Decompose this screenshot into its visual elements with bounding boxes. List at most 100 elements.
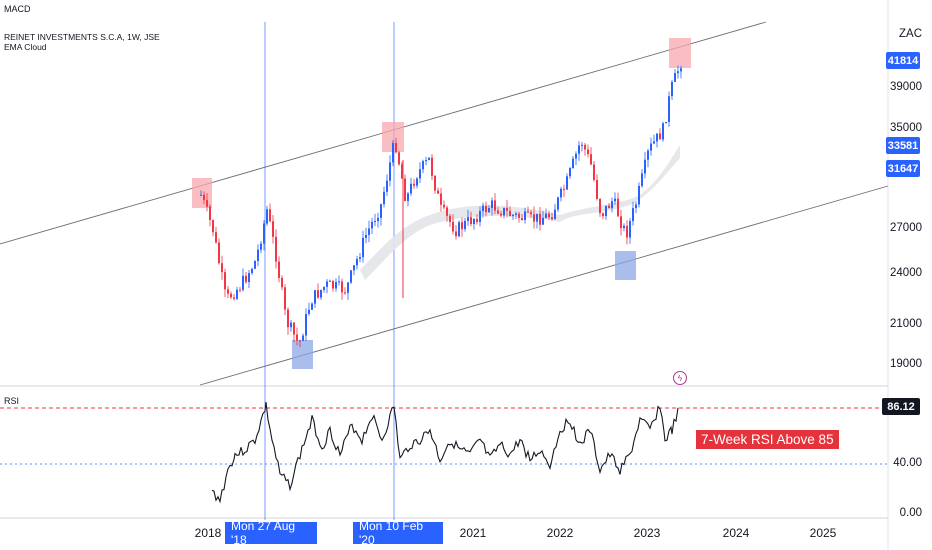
- candle-body: [260, 243, 262, 250]
- candle-body: [632, 208, 634, 222]
- study-legend[interactable]: EMA Cloud: [4, 42, 47, 52]
- price-tick: 19000: [890, 358, 922, 370]
- candle-body: [671, 81, 673, 97]
- candle-body: [323, 286, 325, 290]
- candle-body: [527, 211, 529, 213]
- candle-body: [593, 164, 595, 180]
- candle-body: [374, 221, 376, 223]
- candle-body: [611, 201, 613, 209]
- candle-body: [305, 313, 307, 336]
- year-tick: 2022: [546, 526, 574, 540]
- candle-body: [422, 161, 424, 170]
- candle-body: [341, 281, 343, 293]
- candle-body: [278, 261, 280, 278]
- candle-body: [230, 293, 232, 298]
- candle-body: [269, 209, 271, 222]
- candle-body: [404, 178, 406, 201]
- candle-body: [398, 152, 400, 165]
- candle-body: [470, 217, 472, 225]
- last-price-badge: 41814: [886, 52, 920, 69]
- candle-body: [434, 175, 436, 191]
- candle-body: [599, 198, 601, 214]
- candle-body: [377, 217, 379, 222]
- rsi-line: [211, 401, 679, 504]
- candle-body: [461, 222, 463, 230]
- candle-body: [557, 197, 559, 210]
- candle-body: [665, 121, 667, 124]
- candle-body: [212, 220, 214, 233]
- candle-body: [272, 221, 274, 237]
- candle-body: [512, 214, 514, 217]
- candle-body: [371, 221, 373, 229]
- price-tick: 24000: [890, 267, 922, 279]
- candle-body: [314, 290, 316, 304]
- candle-body: [647, 150, 649, 160]
- candle-body: [584, 144, 586, 150]
- candle-body: [518, 213, 520, 218]
- highlight-box: [292, 340, 313, 369]
- candle-body: [311, 303, 313, 310]
- candle-body: [554, 209, 556, 220]
- candle-body: [284, 287, 286, 310]
- candle-body: [605, 205, 607, 217]
- ema-cloud: [360, 145, 680, 280]
- rsi-label[interactable]: RSI: [4, 396, 20, 406]
- candle-body: [218, 242, 220, 264]
- candle-body: [443, 204, 445, 208]
- candle-body: [362, 237, 364, 258]
- candle-body: [428, 157, 430, 160]
- candle-body: [326, 281, 328, 287]
- candle-body: [542, 217, 544, 225]
- highlight-box: [615, 251, 636, 280]
- currency-label: ZAC: [899, 28, 922, 40]
- candle-body: [530, 212, 532, 215]
- candle-body: [551, 217, 553, 220]
- candle-body: [620, 216, 622, 229]
- symbol-legend[interactable]: REINET INVESTMENTS S.C.A, 1W, JSE: [4, 32, 160, 42]
- candle-body: [653, 141, 655, 144]
- candle-body: [662, 123, 664, 140]
- candle-body: [254, 260, 256, 269]
- candle-body: [206, 200, 208, 207]
- candle-body: [224, 272, 226, 290]
- candle-body: [560, 188, 562, 198]
- candle-body: [641, 173, 643, 186]
- candle-body: [674, 73, 676, 82]
- lightning-icon[interactable]: ϟ: [673, 371, 687, 385]
- candle-body: [365, 234, 367, 238]
- candle-body: [458, 222, 460, 237]
- candle-body: [578, 145, 580, 154]
- candle-body: [533, 214, 535, 222]
- candle-body: [332, 280, 334, 289]
- candle-body: [275, 236, 277, 262]
- candle-body: [410, 183, 412, 194]
- rsi-annotation: 7-Week RSI Above 85: [696, 430, 839, 449]
- candle-body: [392, 143, 394, 163]
- candle-body: [281, 277, 283, 288]
- candle-body: [356, 258, 358, 266]
- candle-body: [344, 292, 346, 294]
- candle-body: [245, 275, 247, 283]
- macd-label: MACD: [4, 4, 31, 14]
- candle-body: [413, 183, 415, 186]
- candle-body: [266, 209, 268, 224]
- candle-body: [623, 225, 625, 229]
- candle-body: [473, 218, 475, 225]
- candle-body: [383, 191, 385, 205]
- candle-body: [236, 289, 238, 299]
- candle-body: [644, 159, 646, 174]
- candle-body: [545, 213, 547, 218]
- rsi-value-badge: 86.12: [882, 398, 920, 415]
- ema-badge: 33581: [886, 137, 920, 154]
- candle-body: [407, 193, 409, 201]
- candle-body: [200, 194, 202, 196]
- candle-body: [509, 210, 511, 217]
- candle-body: [521, 217, 523, 221]
- year-tick: 2018: [194, 526, 222, 540]
- candle-body: [602, 213, 604, 217]
- rsi-tick: 40.00: [893, 457, 922, 469]
- candle-body: [464, 220, 466, 230]
- candle-body: [497, 210, 499, 214]
- year-tick: 2025: [809, 526, 837, 540]
